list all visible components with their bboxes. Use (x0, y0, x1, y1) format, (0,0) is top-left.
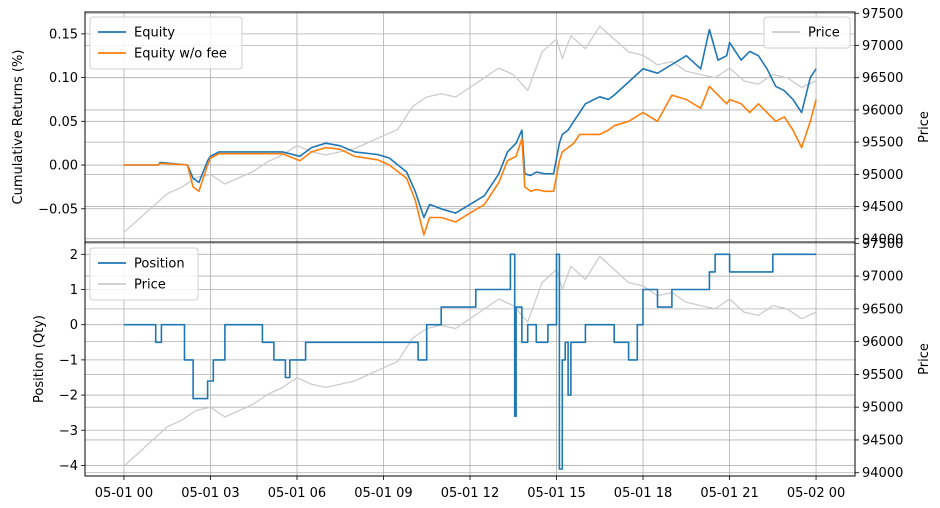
ytick-right-label: 97000 (862, 270, 903, 285)
ytick-label: −1 (59, 353, 78, 368)
xtick-label: 05-02 00 (787, 486, 845, 501)
ylabel-right: Price (917, 111, 932, 143)
ytick-right-label: 96500 (862, 71, 903, 86)
ytick-label: 0 (70, 318, 78, 333)
xtick-label: 05-01 12 (441, 486, 499, 501)
series-line-price (123, 25, 817, 233)
ytick-right-label: 96000 (862, 103, 903, 118)
ytick-right-label: 97500 (862, 237, 903, 252)
xtick-label: 05-01 09 (354, 486, 412, 501)
legend-label: Price (808, 26, 840, 41)
legend-box (89, 247, 199, 301)
ylabel-right: Price (917, 343, 932, 375)
ytick-label: 2 (70, 248, 78, 263)
ytick-right-label: 95500 (862, 136, 903, 151)
legend-box (763, 16, 851, 49)
ytick-right-label: 96500 (862, 302, 903, 317)
ytick-right-label: 97000 (862, 39, 903, 54)
ytick-right-label: 94000 (862, 232, 903, 247)
ytick-label: 0.05 (49, 115, 78, 130)
series-group (123, 253, 817, 470)
ylabel: Cumulative Returns (%) (11, 50, 26, 205)
ytick-label: −3 (59, 424, 78, 439)
xtick-label: 05-01 18 (614, 486, 672, 501)
legend-label: Equity (134, 26, 175, 41)
xtick-label: 05-01 15 (527, 486, 585, 501)
xtick-label: 05-01 21 (700, 486, 758, 501)
ytick-label: −0.05 (38, 202, 78, 217)
series-line-equity (123, 28, 817, 219)
ytick-label: 0.00 (49, 159, 78, 174)
ytick-label: −2 (59, 389, 78, 404)
ytick-right-label: 95000 (862, 401, 903, 416)
ytick-label: 1 (70, 283, 78, 298)
legend (89, 247, 199, 301)
ytick-label: −4 (59, 459, 78, 474)
panel-top (81, 11, 859, 243)
ytick-right-label: 97500 (862, 7, 903, 22)
legend-label: Price (134, 278, 166, 293)
legend (763, 16, 851, 49)
ytick-right-label: 95000 (862, 168, 903, 183)
series-line-price (123, 255, 817, 467)
ytick-right-label: 94500 (862, 200, 903, 215)
ytick-right-label: 95500 (862, 368, 903, 383)
legend-label: Position (134, 257, 185, 272)
ylabel: Position (Qty) (32, 315, 47, 403)
ytick-right-label: 96000 (862, 335, 903, 350)
legend (89, 16, 243, 70)
xtick-label: 05-01 00 (95, 486, 153, 501)
series-group (123, 25, 817, 236)
series-line-equity-w-o-fee (123, 85, 817, 236)
ytick-right-label: 94500 (862, 433, 903, 448)
xtick-label: 05-01 03 (181, 486, 239, 501)
ytick-right-label: 94000 (862, 466, 903, 481)
legend-label: Equity w/o fee (134, 47, 227, 62)
ytick-label: 0.15 (49, 27, 78, 42)
panel-bottom (81, 241, 859, 480)
xtick-label: 05-01 06 (268, 486, 326, 501)
series-line-position (123, 253, 817, 470)
ytick-label: 0.10 (49, 71, 78, 86)
legend-box (89, 16, 243, 70)
